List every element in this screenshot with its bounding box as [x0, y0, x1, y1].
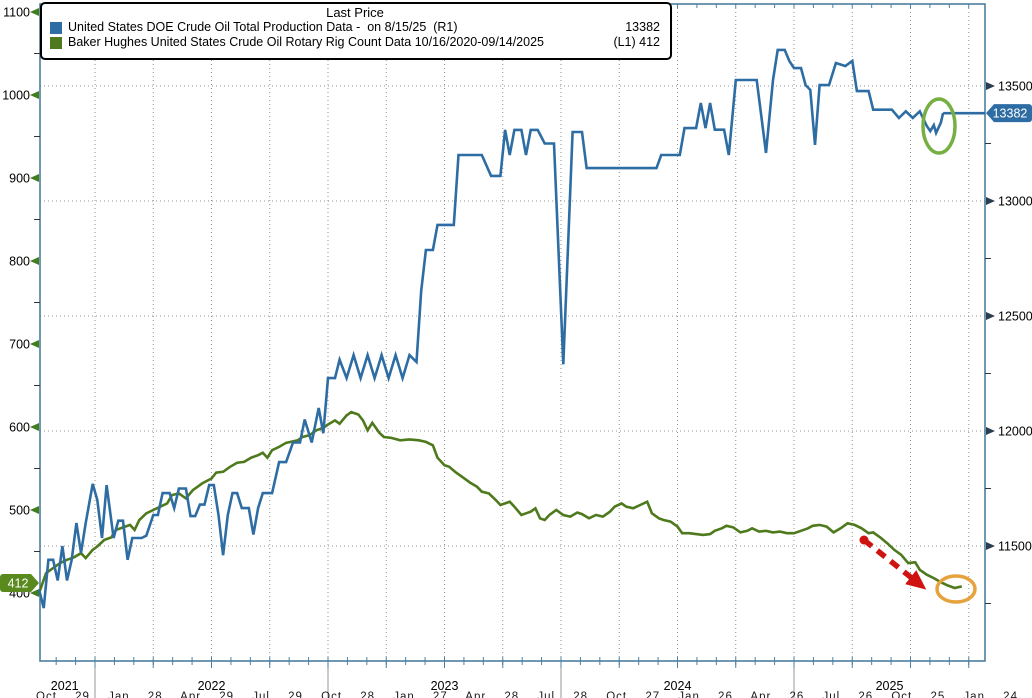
year-label: 2025	[876, 679, 904, 693]
right-badge-shape	[986, 104, 1032, 123]
legend-row-rigcount[interactable]: Baker Hughes United States Crude Oil Rot…	[50, 35, 660, 50]
gridlines	[40, 4, 985, 661]
frame	[39, 3, 986, 662]
production-series-line	[37, 48, 985, 609]
right-badge-value: 13382	[993, 107, 1028, 121]
legend-title: Last Price	[326, 5, 384, 20]
left-badge-value: 412	[8, 577, 29, 591]
right-axis-tick-label: 11500	[998, 540, 1032, 554]
year-axis: 2021 2022 2023 2024 2025	[51, 668, 904, 698]
right-tick-arrow-icon	[986, 82, 995, 90]
left-tick-arrow-icon	[30, 8, 39, 16]
legend-label-production: United States DOE Crude Oil Total Produc…	[68, 20, 458, 34]
left-axis-tick-label: 800	[9, 255, 30, 269]
minor-date-ticks	[55, 4, 970, 668]
production-series-swatch-icon	[50, 21, 62, 34]
right-axis-tick-label: 12500	[998, 310, 1032, 324]
left-axis-tick-label: 1100	[3, 6, 30, 20]
right-axis-tick-label: 13500	[998, 80, 1032, 94]
chart-legend: Last Price United States DOE Crude Oil T…	[40, 2, 672, 60]
year-label: 2023	[431, 679, 459, 693]
last-price-badge-left: 412	[0, 574, 39, 593]
left-axis-tick-label: 600	[9, 421, 30, 435]
plot-frame	[39, 3, 986, 662]
left-tick-arrow-icon	[30, 423, 39, 431]
left-tick-arrow-icon	[30, 340, 39, 348]
year-label: 2022	[198, 679, 226, 693]
right-tick-arrow-icon	[986, 312, 995, 320]
rigcount-series-line	[37, 410, 963, 594]
annotation-green-ellipse	[921, 97, 957, 155]
left-axis-tick-label: 1000	[2, 89, 30, 103]
annotation-orange-ellipse	[935, 574, 977, 604]
legend-row-production[interactable]: United States DOE Crude Oil Total Produc…	[50, 20, 660, 35]
year-label: 2021	[51, 679, 79, 693]
left-axis-tick-label: 700	[9, 338, 30, 352]
left-tick-arrow-icon	[30, 257, 39, 265]
legend-value-rigcount: (L1) 412	[613, 35, 660, 49]
right-axis-tick-label: 12000	[998, 425, 1032, 439]
left-badge-shape	[0, 574, 39, 593]
right-axis: 13500 13000 12500 12000 11500	[985, 80, 1032, 604]
right-tick-arrow-icon	[986, 197, 995, 205]
left-tick-arrow-icon	[30, 589, 39, 597]
right-tick-arrow-icon	[986, 427, 995, 435]
annotations	[859, 97, 977, 604]
left-tick-arrow-icon	[30, 174, 39, 182]
right-tick-arrow-icon	[986, 542, 995, 550]
right-axis-tick-label: 13000	[998, 195, 1032, 209]
rigcount-series-swatch-icon	[50, 36, 62, 49]
legend-value-production: 13382	[625, 20, 660, 34]
left-tick-arrow-icon	[30, 506, 39, 514]
legend-label-rigcount: Baker Hughes United States Crude Oil Rot…	[68, 35, 544, 49]
last-price-badge-right: 13382	[986, 104, 1032, 123]
left-axis-tick-label: 500	[9, 504, 30, 518]
left-tick-arrow-icon	[30, 91, 39, 99]
annotation-red-dashed-arrow	[862, 537, 927, 590]
left-axis-tick-label: 900	[9, 172, 30, 186]
clipped-text-row: Oct 29 Jan 28 Apr 29 Jul 29 Oct 28 Jan 2…	[36, 691, 1032, 698]
year-label: 2024	[664, 679, 692, 693]
